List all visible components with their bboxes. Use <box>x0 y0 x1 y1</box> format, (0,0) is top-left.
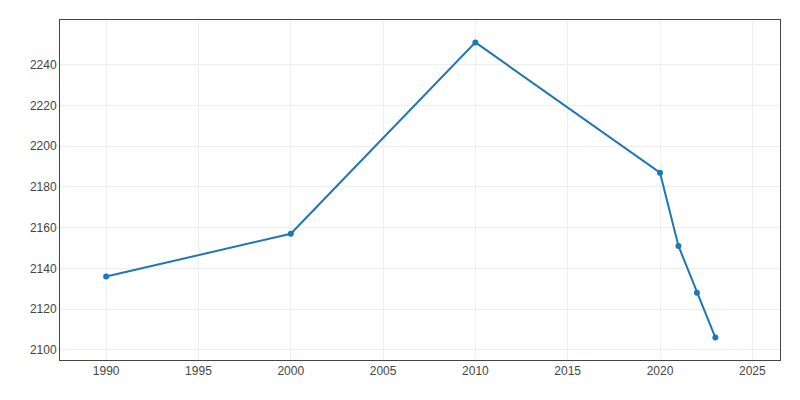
svg-text:2005: 2005 <box>370 364 397 378</box>
svg-text:2010: 2010 <box>462 364 489 378</box>
svg-text:2120: 2120 <box>30 302 57 316</box>
svg-text:2200: 2200 <box>30 139 57 153</box>
svg-text:2240: 2240 <box>30 58 57 72</box>
svg-text:2180: 2180 <box>30 180 57 194</box>
svg-text:1990: 1990 <box>93 364 120 378</box>
svg-text:1995: 1995 <box>185 364 212 378</box>
svg-text:2015: 2015 <box>554 364 581 378</box>
svg-text:2140: 2140 <box>30 262 57 276</box>
svg-text:2160: 2160 <box>30 221 57 235</box>
svg-text:2220: 2220 <box>30 99 57 113</box>
svg-text:2100: 2100 <box>30 343 57 357</box>
svg-text:2025: 2025 <box>739 364 766 378</box>
svg-text:2020: 2020 <box>647 364 674 378</box>
svg-text:2000: 2000 <box>277 364 304 378</box>
